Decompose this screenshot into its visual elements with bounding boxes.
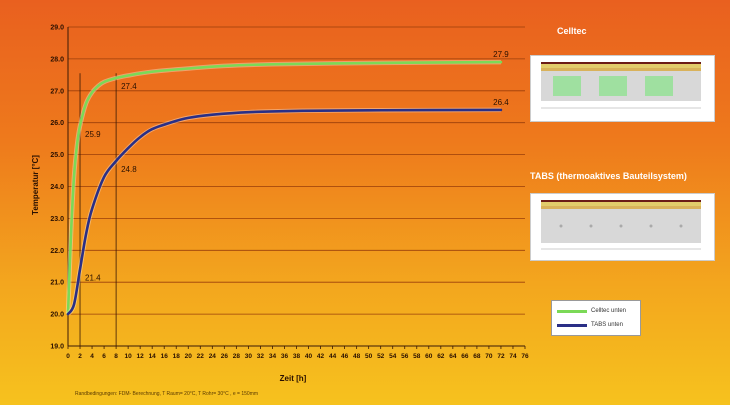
tabs-layer-drawing: [541, 200, 701, 250]
data-label: 27.4: [121, 82, 137, 91]
data-label: 21.4: [85, 273, 101, 282]
celltec-panel-title: Celltec: [557, 26, 587, 36]
x-tick-label: 46: [341, 353, 349, 360]
series-line-tabs: [66, 108, 503, 316]
x-tick-label: 56: [401, 353, 409, 360]
series-lines: [65, 59, 503, 316]
legend-entry-celltec: Celltec unten: [557, 306, 626, 316]
x-tick-label: 4: [90, 353, 94, 360]
y-tick-label: 28.0: [50, 56, 64, 63]
y-tick-label: 27.0: [50, 88, 64, 95]
x-tick-label: 42: [317, 353, 325, 360]
chart-legend: Celltec unten TABS unten: [551, 300, 641, 336]
celltec-section-diagram: [530, 55, 715, 122]
x-tick-label: 62: [437, 353, 445, 360]
x-tick-label: 50: [365, 353, 373, 360]
x-tick-label: 30: [245, 353, 253, 360]
x-tick-label: 6: [102, 353, 106, 360]
x-tick-label: 36: [281, 353, 289, 360]
x-tick-label: 24: [209, 353, 217, 360]
y-tick-label: 23.0: [50, 216, 64, 223]
y-tick-label: 22.0: [50, 248, 64, 255]
x-tick-label: 28: [233, 353, 241, 360]
x-tick-label: 40: [305, 353, 313, 360]
series-line-tabs-halo: [66, 107, 501, 316]
data-label: 24.8: [121, 165, 137, 174]
tabs-panel-title: TABS (thermoaktives Bauteilsystem): [530, 171, 687, 181]
grid-lines: [68, 26, 525, 347]
series-line-celltec: [66, 60, 503, 316]
data-labels: 27.9 27.4 25.9 26.4 24.8 21.4: [85, 50, 509, 282]
legend-label-tabs: TABS unten: [591, 322, 623, 328]
x-tick-label: 74: [509, 353, 517, 360]
x-tick-label: 34: [269, 353, 277, 360]
series-line-celltec-halo: [65, 59, 501, 315]
tabs-section-diagram: [530, 193, 715, 261]
x-tick-label: 76: [521, 353, 529, 360]
x-tick-label: 2: [78, 353, 82, 360]
legend-swatch-celltec: [557, 309, 587, 313]
y-tick-label: 24.0: [50, 184, 64, 191]
x-tick-label: 72: [497, 353, 505, 360]
legend-swatch-tabs: [557, 323, 587, 327]
boundary-conditions-note: Randbedingungen: FDM- Berechnung, T Raum…: [75, 391, 259, 397]
x-tick-label: 14: [149, 353, 157, 360]
y-axis-title: Temperatur [°C]: [31, 155, 40, 215]
x-tick-label: 8: [114, 353, 118, 360]
time-markers: [79, 73, 117, 346]
x-tick-label: 16: [161, 353, 169, 360]
x-tick-label: 66: [461, 353, 469, 360]
x-tick-label: 68: [473, 353, 481, 360]
celltec-layer-drawing: [541, 62, 701, 109]
y-tick-label: 25.0: [50, 152, 64, 159]
x-tick-label: 48: [353, 353, 361, 360]
x-tick-label: 44: [329, 353, 337, 360]
y-tick-label: 19.0: [50, 344, 64, 351]
x-tick-label: 54: [389, 353, 397, 360]
x-axis-title: Zeit [h]: [280, 374, 307, 383]
data-label: 27.9: [493, 50, 509, 59]
x-tick-label: 22: [197, 353, 205, 360]
x-tick-label: 26: [221, 353, 229, 360]
y-tick-label: 20.0: [50, 312, 64, 319]
x-tick-label: 18: [173, 353, 181, 360]
y-tick-label: 21.0: [50, 280, 64, 287]
y-tick-label: 29.0: [50, 25, 64, 32]
x-tick-label: 0: [66, 353, 70, 360]
x-tick-label: 52: [377, 353, 385, 360]
x-tick-label: 20: [185, 353, 193, 360]
legend-label-celltec: Celltec unten: [591, 308, 627, 314]
x-tick-label: 12: [137, 353, 145, 360]
x-tick-label: 38: [293, 353, 301, 360]
x-tick-label: 60: [425, 353, 433, 360]
y-tick-label: 26.0: [50, 120, 64, 127]
x-tick-label: 64: [449, 353, 457, 360]
legend-entry-tabs: TABS unten: [557, 320, 623, 330]
x-tick-label: 32: [257, 353, 265, 360]
x-tick-label: 70: [485, 353, 493, 360]
x-tick-label: 58: [413, 353, 421, 360]
x-tick-label: 10: [125, 353, 133, 360]
data-label: 26.4: [493, 98, 509, 107]
data-label: 25.9: [85, 130, 101, 139]
